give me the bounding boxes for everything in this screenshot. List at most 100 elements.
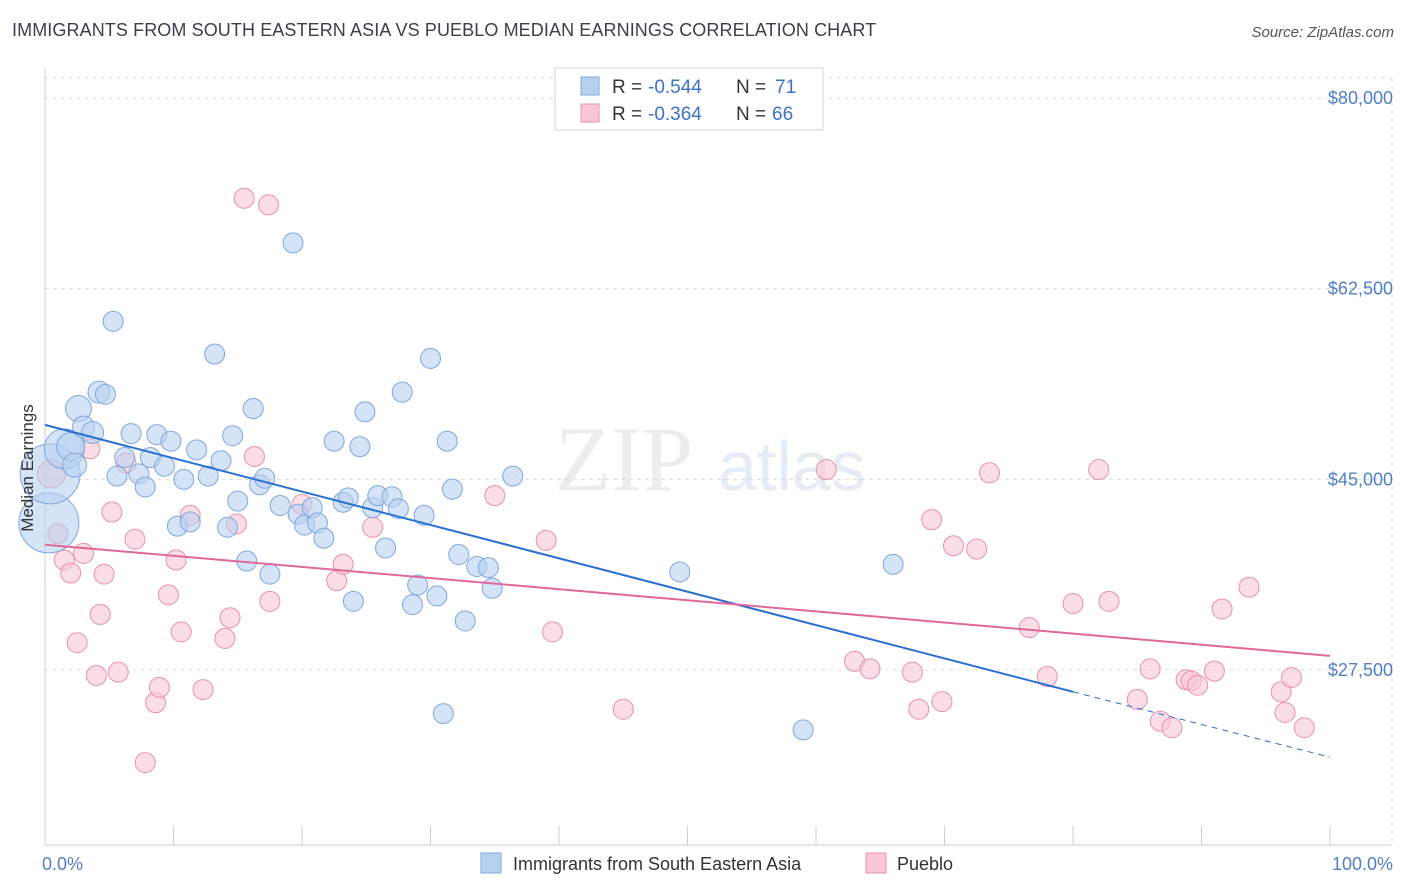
sea-point-58 <box>426 585 448 607</box>
pueblo-point-23 <box>219 607 241 629</box>
sea-point-59 <box>436 430 458 452</box>
pueblo-point-64 <box>1280 667 1302 689</box>
sea-trend-line <box>44 423 1074 693</box>
sea-point-11 <box>106 465 128 487</box>
sea-point-55 <box>407 574 429 596</box>
sea-point-57 <box>420 347 441 369</box>
pueblo-point-45 <box>966 538 988 560</box>
pueblo-point-16 <box>148 676 170 698</box>
pueblo-point-52 <box>1126 688 1148 710</box>
sea-point-68 <box>669 561 691 583</box>
sea-point-28 <box>222 425 244 447</box>
pueblo-point-35 <box>542 621 564 643</box>
pueblo-point-9 <box>93 563 115 585</box>
pueblo-point-44 <box>942 535 964 557</box>
pueblo-point-62 <box>1270 681 1292 703</box>
sea-point-13 <box>120 423 142 445</box>
y-tick-label-1: $62,500 <box>1328 279 1393 299</box>
pueblo-point-63 <box>1274 701 1296 723</box>
pueblo-trend-line <box>44 543 1331 657</box>
source-label: Source: ZipAtlas.com <box>1251 24 1394 41</box>
pueblo-point-47 <box>1018 617 1040 639</box>
pueblo-point-26 <box>259 590 281 612</box>
sea-point-62 <box>454 610 476 632</box>
legend-r-label-0: R = <box>612 77 642 98</box>
pueblo-point-51 <box>1098 590 1120 612</box>
y-axis-title: Median Earnings <box>18 404 37 532</box>
watermark-atlas: atlas <box>718 427 866 505</box>
pueblo-point-14 <box>134 752 156 774</box>
sea-point-61 <box>448 544 470 566</box>
sea-point-45 <box>342 590 364 612</box>
sea-point-22 <box>179 511 201 533</box>
sea-point-42 <box>323 430 345 452</box>
x-tick-label-end: 100.0% <box>1332 854 1393 874</box>
pueblo-point-65 <box>1293 717 1315 739</box>
sea-point-66 <box>502 465 524 487</box>
pueblo-point-49 <box>1062 593 1084 615</box>
sea-point-19 <box>160 430 182 452</box>
pueblo-point-25 <box>243 445 265 467</box>
pueblo-point-46 <box>978 462 1000 484</box>
pueblo-point-4 <box>66 632 88 654</box>
pueblo-point-34 <box>535 529 557 551</box>
sea-point-25 <box>204 343 226 365</box>
sea-point-60 <box>441 478 463 500</box>
sea-point-18 <box>154 455 176 477</box>
pueblo-point-33 <box>484 485 506 507</box>
pueblo-point-30 <box>362 516 384 538</box>
pueblo-point-40 <box>901 661 923 683</box>
sea-point-23 <box>186 439 208 461</box>
pueblo-point-59 <box>1203 660 1225 682</box>
sea-point-12 <box>114 447 136 469</box>
pueblo-point-10 <box>101 501 123 523</box>
pueblo-point-60 <box>1211 598 1233 620</box>
sea-point-56 <box>413 504 435 526</box>
pueblo-point-50 <box>1088 459 1110 481</box>
sea-point-24 <box>197 465 219 487</box>
pueblo-point-18 <box>165 549 187 571</box>
sea-point-33 <box>254 467 276 489</box>
sea-point-35 <box>269 494 291 516</box>
pueblo-point-11 <box>107 661 129 683</box>
sea-point-46 <box>349 436 371 458</box>
sea-point-65 <box>481 577 503 599</box>
pueblo-point-21 <box>192 679 214 701</box>
legend-r-label-1: R = <box>612 104 642 125</box>
legend-swatch-pink <box>580 103 600 123</box>
sea-point-47 <box>354 401 376 423</box>
pueblo-point-41 <box>908 698 930 720</box>
legend-swatch-blue <box>580 76 600 96</box>
legend-r-value-0: -0.544 <box>648 77 702 98</box>
pueblo-point-39 <box>859 658 881 680</box>
legend-n-label-0: N = <box>736 77 766 98</box>
x-tick-label-start: 0.0% <box>42 854 83 874</box>
trend-lines <box>44 423 1331 758</box>
sea-point-54 <box>402 594 424 616</box>
sea-point-15 <box>134 476 156 498</box>
pueblo-point-53 <box>1139 658 1161 680</box>
series-legend-swatch-blue <box>480 852 502 874</box>
pueblo-point-8 <box>89 603 111 625</box>
pueblo-point-32 <box>258 194 280 216</box>
sea-point-41 <box>313 527 335 549</box>
sea-point-64 <box>477 557 499 579</box>
sea-point-67 <box>432 703 454 725</box>
y-tick-label-3: $27,500 <box>1328 660 1393 680</box>
pueblo-point-31 <box>233 187 255 209</box>
sea-point-27 <box>216 516 238 538</box>
sea-point-34 <box>259 563 281 585</box>
pueblo-point-55 <box>1161 717 1183 739</box>
pueblo-point-43 <box>931 691 953 713</box>
sea-point-69 <box>882 553 904 575</box>
sea-point-10 <box>102 310 124 332</box>
sea-trend-line-extension <box>1072 691 1331 758</box>
sea-point-53 <box>391 381 413 403</box>
legend-n-value-1: 66 <box>772 104 793 125</box>
legend-r-value-1: -0.364 <box>648 104 702 125</box>
legend-n-label-1: N = <box>736 104 766 125</box>
pueblo-point-19 <box>170 621 192 643</box>
pueblo-point-37 <box>815 459 837 481</box>
sea-point-4 <box>62 452 88 478</box>
